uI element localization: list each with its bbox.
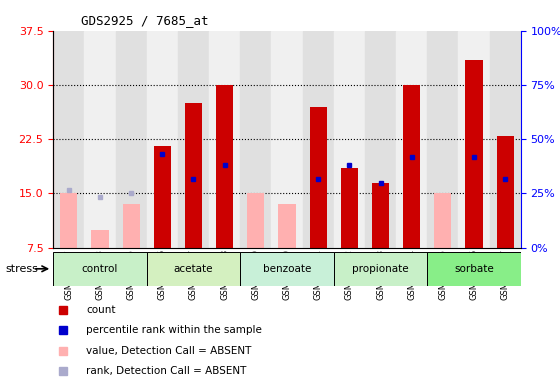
Text: rank, Detection Call = ABSENT: rank, Detection Call = ABSENT [86,366,246,376]
Text: stress: stress [6,264,39,274]
Bar [53,252,147,286]
Text: GDS2925 / 7685_at: GDS2925 / 7685_at [81,14,209,27]
Text: acetate: acetate [174,264,213,274]
Bar [302,31,334,248]
Bar [489,31,521,248]
Bar [497,136,514,248]
Bar [272,31,302,248]
Text: propionate: propionate [352,264,409,274]
Bar [334,31,365,248]
Text: value, Detection Call = ABSENT: value, Detection Call = ABSENT [86,346,251,356]
Bar [403,85,420,248]
Bar [435,194,451,248]
Bar [60,194,77,248]
Bar [278,204,296,248]
Bar [216,85,233,248]
Bar [365,31,396,248]
Bar [185,103,202,248]
Text: percentile rank within the sample: percentile rank within the sample [86,325,262,335]
Bar [427,31,459,248]
Bar [427,252,521,286]
Bar [209,31,240,248]
Bar [123,204,139,248]
Text: count: count [86,305,115,315]
Text: control: control [82,264,118,274]
Bar [147,252,240,286]
Bar [310,107,326,248]
Bar [85,31,115,248]
Bar [396,31,427,248]
Bar [372,183,389,248]
Bar [154,146,171,248]
Text: benzoate: benzoate [263,264,311,274]
Bar [178,31,209,248]
Bar [91,230,109,248]
Bar [459,31,489,248]
Bar [115,31,147,248]
Bar [465,60,483,248]
Bar [240,31,272,248]
Bar [341,168,358,248]
Bar [53,31,85,248]
Text: sorbate: sorbate [454,264,494,274]
Bar [334,252,427,286]
Bar [240,252,334,286]
Bar [248,194,264,248]
Bar [147,31,178,248]
